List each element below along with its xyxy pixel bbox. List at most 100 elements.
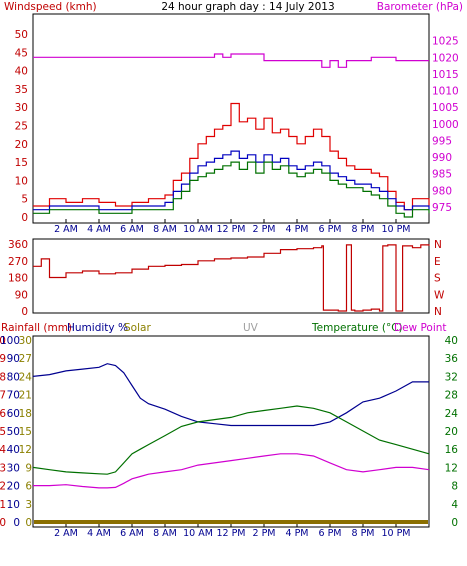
rain-y-tick: 7 bbox=[0, 390, 6, 402]
humidity-y-tick: 100 bbox=[0, 335, 20, 347]
humidity-line bbox=[32, 363, 429, 427]
rain-y-tick: 6 bbox=[0, 408, 6, 420]
wind-x-tick: 4 AM bbox=[87, 224, 111, 235]
barometer-y-tick: 980 bbox=[432, 185, 452, 197]
climate-x-tick: 6 AM bbox=[120, 528, 144, 539]
rain-y-tick: 9 bbox=[0, 353, 6, 365]
barometer-y-tick: 1025 bbox=[432, 36, 459, 48]
wind-x-tick: 8 AM bbox=[153, 224, 177, 235]
barometer-y-tick: 995 bbox=[432, 135, 452, 147]
wind-y-tick: 5 bbox=[21, 194, 28, 206]
rain-y-tick: 1 bbox=[0, 499, 6, 511]
wind-y-tick: 45 bbox=[15, 47, 28, 59]
rain-y-tick: 10 bbox=[0, 335, 6, 347]
humidity-y-tick: 80 bbox=[7, 371, 20, 383]
climate-x-tick: 4 AM bbox=[87, 528, 111, 539]
rain-y-tick: 5 bbox=[0, 426, 6, 438]
temperature-y-tick: 32 bbox=[445, 371, 458, 383]
solar-y-tick: 9 bbox=[25, 462, 32, 474]
barometer-y-tick: 1005 bbox=[432, 102, 459, 114]
wind-y-tick: 15 bbox=[15, 157, 28, 169]
uv-axis-label: UV bbox=[243, 322, 259, 334]
rainfall-axis-label: Rainfall (mm) bbox=[1, 322, 72, 334]
temperature-y-tick: 16 bbox=[445, 444, 459, 456]
wind-y-tick: 10 bbox=[15, 175, 28, 187]
wind-x-tick: 10 AM bbox=[183, 224, 213, 235]
humidity-y-tick: 30 bbox=[7, 462, 20, 474]
wind-x-tick: 2 PM bbox=[253, 224, 276, 235]
barometer-line bbox=[33, 53, 429, 68]
humidity-y-tick: 90 bbox=[7, 353, 20, 365]
barometer-y-tick: 1020 bbox=[432, 52, 459, 64]
wind-y-tick: 0 bbox=[21, 212, 28, 224]
climate-x-tick: 4 PM bbox=[286, 528, 309, 539]
climate-x-tick: 10 PM bbox=[381, 528, 410, 539]
direction-y-tick: 90 bbox=[15, 289, 28, 301]
wind-x-tick: 12 PM bbox=[216, 224, 245, 235]
rainfall-bar bbox=[34, 520, 428, 524]
wind-y-tick: 50 bbox=[15, 29, 28, 41]
barometer-y-tick: 1015 bbox=[432, 69, 459, 81]
humidity-y-tick: 60 bbox=[7, 408, 20, 420]
solar-y-tick: 24 bbox=[19, 371, 33, 383]
solar-y-tick: 27 bbox=[19, 353, 32, 365]
barometer-y-tick: 985 bbox=[432, 169, 452, 181]
climate-x-tick: 6 PM bbox=[319, 528, 342, 539]
humidity-y-tick: 70 bbox=[7, 390, 20, 402]
barometer-y-tick: 990 bbox=[432, 152, 452, 164]
dewpoint-line bbox=[33, 453, 430, 489]
climate-x-tick: 2 PM bbox=[253, 528, 276, 539]
wind-y-tick: 20 bbox=[15, 139, 28, 151]
solar-y-tick: 0 bbox=[25, 517, 32, 529]
rain-y-tick: 8 bbox=[0, 371, 6, 383]
compass-y-tick: S bbox=[434, 273, 441, 285]
solar-y-tick: 30 bbox=[19, 335, 32, 347]
humidity-y-tick: 20 bbox=[7, 481, 20, 493]
temperature-y-tick: 4 bbox=[451, 499, 458, 511]
wind-x-tick: 8 PM bbox=[352, 224, 375, 235]
wind-y-tick: 35 bbox=[15, 84, 28, 96]
wind-direction-line bbox=[33, 244, 430, 312]
wind-x-tick: 4 PM bbox=[286, 224, 309, 235]
barometer-axis-label: Barometer (hPa) bbox=[377, 1, 463, 13]
direction-y-tick: 0 bbox=[21, 306, 28, 318]
temperature-y-tick: 20 bbox=[445, 426, 458, 438]
humidity-y-tick: 0 bbox=[13, 517, 20, 529]
direction-panel-frame bbox=[32, 238, 430, 314]
temperature-line bbox=[32, 405, 430, 475]
temperature-axis-label: Temperature (°C) bbox=[311, 322, 403, 334]
solar-axis-label: Solar bbox=[124, 322, 151, 334]
temperature-y-tick: 36 bbox=[445, 353, 459, 365]
temperature-y-tick: 24 bbox=[445, 408, 459, 420]
wind-y-tick: 40 bbox=[15, 66, 28, 78]
temperature-y-tick: 12 bbox=[445, 462, 458, 474]
climate-x-tick: 10 AM bbox=[183, 528, 213, 539]
rain-y-tick: 2 bbox=[0, 481, 6, 493]
rain-y-tick: 4 bbox=[0, 444, 6, 456]
solar-y-tick: 18 bbox=[19, 408, 32, 420]
solar-y-tick: 3 bbox=[25, 499, 32, 511]
barometer-y-tick: 975 bbox=[432, 202, 452, 214]
barometer-y-tick: 1010 bbox=[432, 86, 459, 98]
temperature-y-tick: 28 bbox=[445, 390, 458, 402]
wind-y-tick: 25 bbox=[15, 121, 28, 133]
compass-y-tick: N bbox=[434, 239, 442, 251]
wind-average-line bbox=[33, 150, 430, 211]
direction-y-tick: 270 bbox=[8, 256, 28, 268]
solar-y-tick: 6 bbox=[25, 481, 32, 493]
climate-x-tick: 12 PM bbox=[216, 528, 245, 539]
wind-x-tick: 6 AM bbox=[120, 224, 144, 235]
direction-y-tick: 360 bbox=[8, 239, 28, 251]
solar-y-tick: 21 bbox=[19, 390, 32, 402]
dewpoint-axis-label: Dew Point bbox=[394, 322, 447, 334]
temperature-y-tick: 0 bbox=[451, 517, 458, 529]
rain-y-tick: 0 bbox=[0, 517, 6, 529]
wind-y-tick: 30 bbox=[15, 102, 28, 114]
humidity-y-tick: 40 bbox=[7, 444, 20, 456]
wind-x-tick: 2 AM bbox=[54, 224, 78, 235]
wind-speed-line bbox=[33, 161, 430, 218]
climate-x-tick: 8 AM bbox=[153, 528, 177, 539]
temperature-y-tick: 8 bbox=[451, 481, 458, 493]
